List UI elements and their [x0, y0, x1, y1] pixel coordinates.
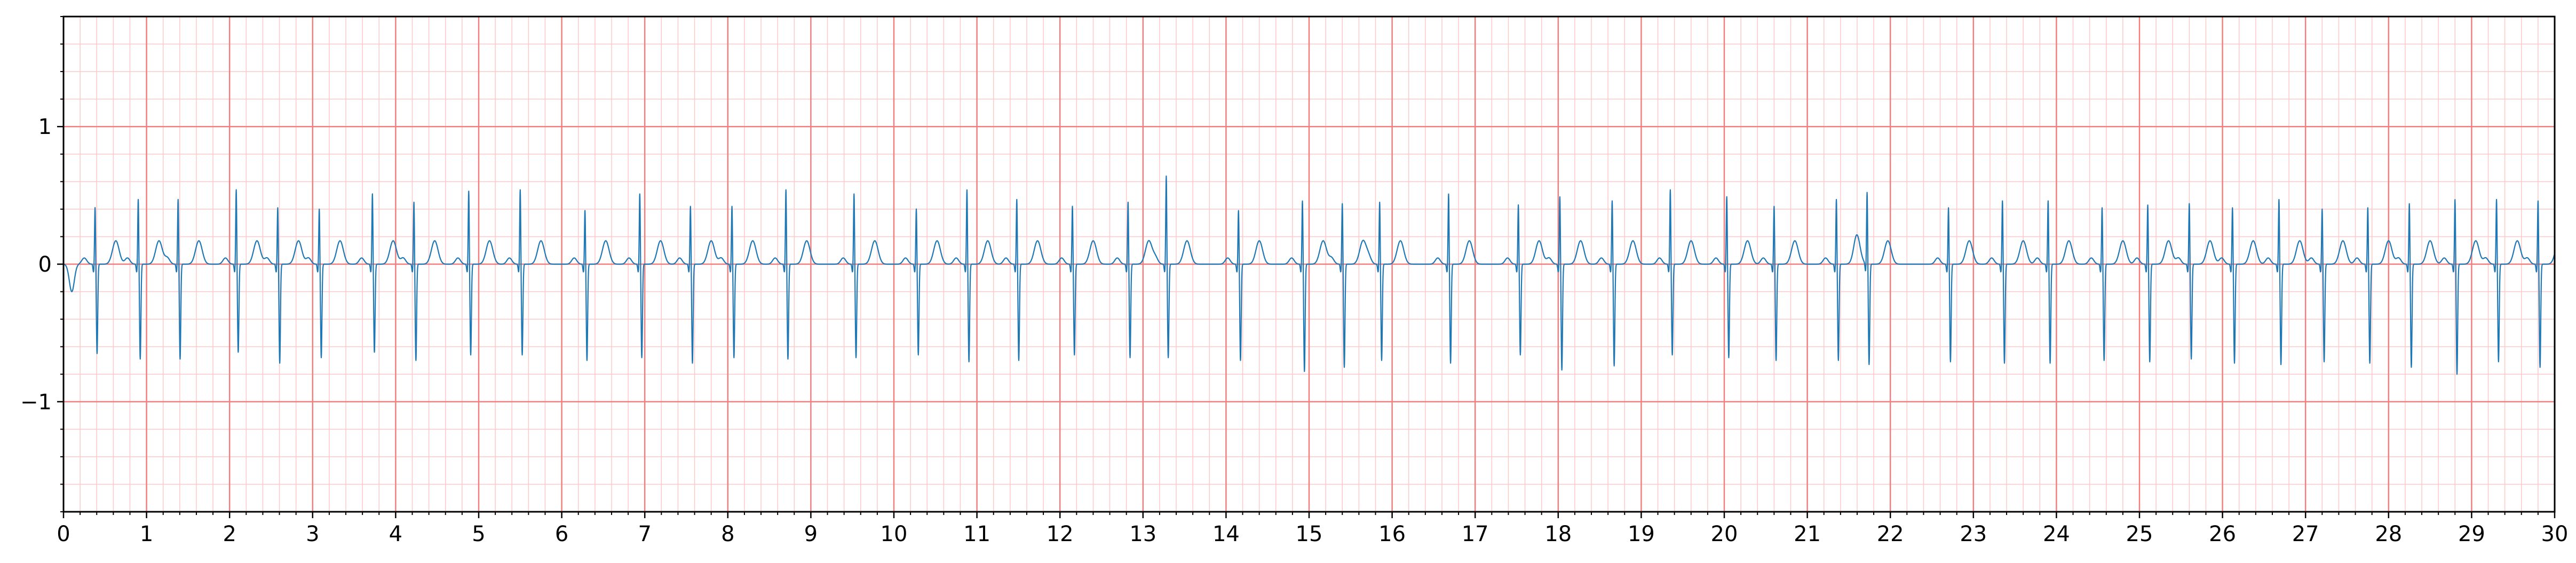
x-tick-label: 9: [804, 522, 818, 546]
x-tick-label: 6: [555, 522, 568, 546]
x-tick-label: 12: [1047, 522, 1074, 546]
y-tick-label: −1: [20, 390, 52, 415]
x-tick-label: 29: [2458, 522, 2485, 546]
x-tick-label: 5: [472, 522, 485, 546]
ecg-trace-layer: [63, 175, 2556, 375]
x-tick-label: 14: [1212, 522, 1240, 546]
x-tick-label: 16: [1378, 522, 1406, 546]
y-axis-tick-labels: −1 0 1: [20, 115, 52, 415]
x-tick-label: 13: [1129, 522, 1156, 546]
x-tick-label: 11: [963, 522, 990, 546]
x-tick-label: 0: [57, 522, 70, 546]
x-tick-label: 19: [1628, 522, 1655, 546]
x-tick-label: 23: [1960, 522, 1987, 546]
x-tick-label: 2: [223, 522, 236, 546]
x-tick-label: 21: [1794, 522, 1821, 546]
x-tick-label: 20: [1711, 522, 1738, 546]
x-tick-label: 17: [1462, 522, 1489, 546]
x-tick-label: 3: [306, 522, 319, 546]
x-axis-tick-labels: 0 1 2 3 4 5 6 7 8 9 10 11 12 13 14 15 16 17 18 19 20 21 22 23 24…: [57, 522, 2568, 546]
x-tick-label: 28: [2375, 522, 2402, 546]
x-tick-label: 7: [638, 522, 651, 546]
x-tick-label: 27: [2292, 522, 2319, 546]
x-tick-label: 15: [1296, 522, 1323, 546]
x-tick-label: 22: [1877, 522, 1904, 546]
x-tick-label: 18: [1544, 522, 1572, 546]
x-tick-label: 26: [2209, 522, 2236, 546]
x-tick-label: 24: [2043, 522, 2070, 546]
axis-ticks: [57, 16, 2556, 518]
x-tick-label: 4: [389, 522, 402, 546]
x-tick-label: 30: [2541, 522, 2569, 546]
x-tick-label: 10: [881, 522, 908, 546]
x-tick-label: 8: [721, 522, 734, 546]
x-tick-label: 1: [140, 522, 153, 546]
ecg-trace-line: [63, 175, 2556, 375]
y-tick-label: 1: [38, 115, 52, 139]
y-tick-label: 0: [38, 252, 52, 277]
x-tick-label: 25: [2126, 522, 2153, 546]
